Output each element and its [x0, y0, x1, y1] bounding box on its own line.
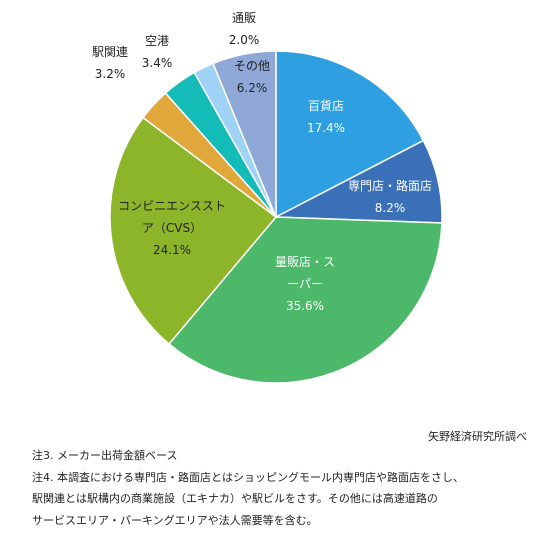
- value-label: 3.4%: [141, 56, 173, 70]
- slice-label: 通販 2.0%: [229, 7, 260, 51]
- category-label: その他: [233, 59, 271, 73]
- slice: [275, 50, 425, 219]
- slice: [212, 50, 277, 218]
- note: 駅関連とは駅構内の商業施設（エキナカ）や駅ビルをさす。その他には高速道路の: [32, 492, 438, 505]
- slice-label: その他 6.2%: [234, 55, 270, 99]
- value-label: 6.2%: [236, 81, 268, 95]
- value-label: 3.2%: [94, 67, 126, 81]
- source: 矢野経済研究所調べ: [428, 430, 527, 443]
- category-label: コンビニエンスストア（CVS）: [118, 199, 226, 235]
- value-label: 24.1%: [152, 243, 192, 257]
- slice-label: 量販店・スーパー 35.6%: [275, 251, 335, 317]
- value-label: 35.6%: [285, 299, 325, 313]
- note: サービスエリア・パーキングエリアや法人需要等を含む。: [32, 513, 318, 527]
- note: 注4. 本調査における専門店・路面店とはショッピングモール内専門店や路面店をさし…: [32, 470, 464, 484]
- slice: [109, 116, 278, 346]
- value-label: 2.0%: [228, 33, 260, 47]
- category-label: 空港: [144, 34, 169, 48]
- slice-label: 専門店・路面店 8.2%: [348, 175, 432, 219]
- slice-label: コンビニエンスストア（CVS） 24.1%: [116, 195, 228, 261]
- slice: [168, 216, 443, 384]
- slice-label: 百貨店 17.4%: [307, 95, 345, 139]
- category-label: 量販店・スーパー: [275, 255, 336, 291]
- category-label: 百貨店: [307, 99, 344, 113]
- note: 注3. メーカー出荷金額ベース: [32, 449, 178, 462]
- category-label: 通販: [231, 11, 256, 25]
- slice-label: 空港 3.4%: [142, 30, 173, 74]
- value-label: 8.2%: [374, 201, 406, 215]
- category-label: 専門店・路面店: [347, 179, 433, 193]
- category-label: 駅関連: [91, 45, 129, 59]
- slice-label: 駅関連 3.2%: [92, 41, 128, 85]
- value-label: 17.4%: [306, 121, 346, 135]
